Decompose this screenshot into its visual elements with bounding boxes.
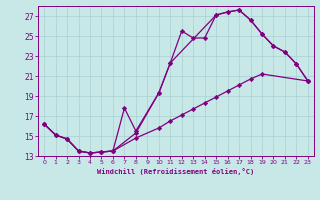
X-axis label: Windchill (Refroidissement éolien,°C): Windchill (Refroidissement éolien,°C) xyxy=(97,168,255,175)
